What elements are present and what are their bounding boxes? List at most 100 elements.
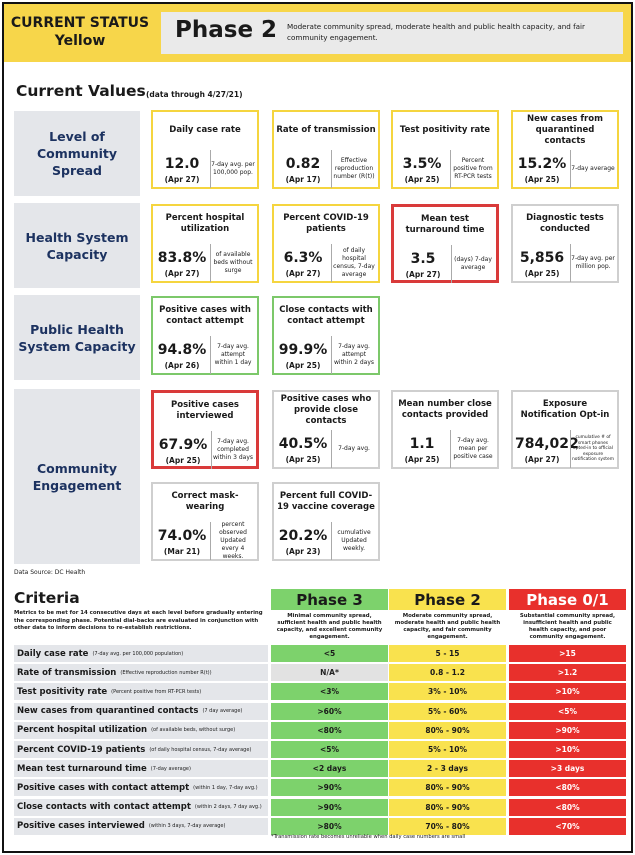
phase3-threshold: >60% — [271, 702, 388, 720]
metric-note: percent observed Updated every 4 weeks. — [210, 521, 255, 560]
phase2-threshold: 80% - 90% — [389, 779, 506, 797]
data-source: Data Source: DC Health — [14, 569, 86, 576]
metric-note: 7-day avg. per 100,000 pop. — [210, 150, 255, 188]
phase01-threshold: <80% — [509, 798, 626, 816]
phase01-threshold: >10% — [509, 741, 626, 758]
metric-note: cumulative # of smart phones opted-in to… — [570, 430, 615, 468]
metric-title: Test positivity rate — [399, 124, 491, 135]
phase2-threshold: 5% - 60% — [389, 702, 506, 720]
phase3-threshold: <2 days — [271, 760, 388, 778]
criteria-metric: Percent hospital utilization — [17, 725, 148, 736]
metric-title: Mean test turnaround time — [405, 214, 485, 235]
metric-value: 20.2% — [278, 528, 328, 544]
metric-card: Percent full COVID-19 vaccine coverage 20… — [272, 482, 380, 561]
metric-note: 7-day avg. completed within 3 days — [211, 431, 254, 469]
phase2-threshold: 5 - 15 — [389, 645, 506, 662]
status-color: Yellow — [54, 33, 106, 49]
criteria-metric: Mean test turnaround time — [17, 763, 147, 774]
phase3-threshold: >90% — [271, 779, 388, 797]
metric-value: 12.0 — [164, 156, 200, 172]
metric-value: 3.5% — [402, 156, 442, 172]
criteria-metric: Percent COVID-19 patients — [17, 744, 146, 755]
status-label: CURRENT STATUS — [10, 15, 150, 31]
metric-note: 7-day avg. attempt within 1 day — [210, 336, 255, 374]
metric-card: Positive cases interviewed 67.9% (Apr 25) 7… — [151, 390, 259, 469]
phase01-threshold: >3 days — [509, 760, 626, 778]
metric-title: Close contacts with contact attempt — [279, 305, 373, 326]
phase3-threshold: <5% — [271, 741, 388, 758]
metric-value: 40.5% — [278, 436, 328, 452]
metric-value: 94.8% — [157, 342, 207, 358]
metric-card: Diagnostic tests conducted 5,856 (Apr 25) 7… — [511, 204, 619, 283]
metric-card: Correct mask-wearing 74.0% (Mar 21) percent… — [151, 482, 259, 561]
phase3-description: Minimal community spread, sufficient hea… — [271, 611, 388, 642]
metric-date: (Apr 25) — [285, 455, 321, 464]
metric-title: Diagnostic tests conducted — [526, 213, 604, 234]
metric-date: (Mar 21) — [163, 547, 201, 556]
metric-title: New cases from quarantined contacts — [527, 113, 603, 146]
metric-date: (Apr 25) — [165, 456, 201, 465]
metric-title: Rate of transmission — [276, 124, 376, 135]
criteria-row-label: Positive cases interviewed (within 3 days… — [14, 817, 268, 835]
category-public-health: Public Health System Capacity — [14, 295, 140, 380]
metric-value: 74.0% — [157, 528, 207, 544]
phase2-threshold: 3% - 10% — [389, 683, 506, 701]
metric-note: 7-day average — [570, 150, 615, 188]
metric-title: Positive cases who provide close contact… — [280, 393, 372, 426]
criteria-metric-note: (within 2 days, 7 day avg.) — [194, 804, 262, 811]
criteria-metric-note: (of available beds, without surge) — [151, 727, 236, 734]
category-health-system: Health System Capacity — [14, 203, 140, 288]
phase3-header: Phase 3 — [271, 589, 388, 610]
phase-name: Phase 2 — [175, 17, 278, 43]
category-community-engagement: Community Engagement — [14, 389, 140, 564]
metric-card: Rate of transmission 0.82 (Apr 17) Effectiv… — [272, 110, 380, 189]
criteria-metric-note: (7-day avg. per 100,000 population) — [92, 650, 184, 657]
criteria-metric-note: (7-day average) — [150, 765, 191, 772]
phase2-description: Moderate community spread, moderate heal… — [389, 611, 506, 642]
metric-value: 1.1 — [409, 436, 435, 452]
metric-date: (Apr 27) — [524, 455, 560, 464]
phase01-threshold: <5% — [509, 702, 626, 720]
metric-date: (Apr 27) — [405, 270, 441, 279]
metric-value: 5,856 — [519, 250, 565, 266]
metric-date: (Apr 17) — [285, 175, 321, 184]
criteria-metric: Close contacts with contact attempt — [17, 802, 191, 813]
metric-note: 7-day avg. attempt within 2 days — [331, 336, 376, 374]
criteria-row-label: Daily case rate (7-day avg. per 100,000 p… — [14, 645, 268, 662]
metric-title: Positive cases interviewed — [171, 400, 239, 421]
current-values-subtitle: (data through 4/27/21) — [146, 90, 243, 99]
metric-title: Exposure Notification Opt-in — [520, 399, 610, 420]
criteria-row-label: Rate of transmission (Effective reproduct… — [14, 664, 268, 682]
phase01-threshold: >15 — [509, 645, 626, 662]
phase2-threshold: 80% - 90% — [389, 721, 506, 739]
criteria-title: Criteria — [14, 589, 80, 607]
criteria-metric-note: (within 1 day, 7-day avg.) — [193, 784, 258, 791]
criteria-row-label: Test positivity rate (Percent positive fr… — [14, 683, 268, 701]
metric-title: Correct mask-wearing — [171, 491, 239, 512]
phase01-description: Substantial community spread, insufficie… — [509, 611, 626, 642]
phase2-threshold: 70% - 80% — [389, 817, 506, 835]
phase3-threshold: <5 — [271, 645, 388, 662]
metric-note: 7-day avg. per million pop. — [570, 244, 615, 282]
metric-date: (Apr 26) — [164, 361, 200, 370]
criteria-metric-note: (Percent positive from RT-PCR tests) — [111, 688, 202, 695]
metric-note: 7-day avg. mean per positive case — [450, 430, 495, 468]
phase3-threshold: <80% — [271, 721, 388, 739]
criteria-row-label: Positive cases with contact attempt (with… — [14, 779, 268, 797]
criteria-row-label: Percent COVID-19 patients (of daily hospi… — [14, 741, 268, 758]
criteria-row-label: Mean test turnaround time (7-day average) — [14, 760, 268, 778]
current-values-title: Current Values — [16, 82, 146, 100]
phase-box: Phase 2 Moderate community spread, moder… — [161, 12, 623, 54]
metric-value: 784,022 — [515, 436, 579, 452]
metric-title: Mean number close contacts provided — [398, 399, 492, 420]
phase01-threshold: >1.2 — [509, 664, 626, 682]
metric-note: Percent positive from RT-PCR tests — [450, 150, 495, 188]
metric-value: 15.2% — [517, 156, 567, 172]
metric-value: 0.82 — [285, 156, 321, 172]
metric-value: 67.9% — [158, 437, 208, 453]
metric-value: 83.8% — [157, 250, 207, 266]
phase-description: Moderate community spread, moderate heal… — [287, 22, 586, 42]
metric-title: Daily case rate — [169, 124, 241, 135]
criteria-row-label: New cases from quarantined contacts (7 da… — [14, 702, 268, 720]
category-community-spread: Level of Community Spread — [14, 111, 140, 196]
